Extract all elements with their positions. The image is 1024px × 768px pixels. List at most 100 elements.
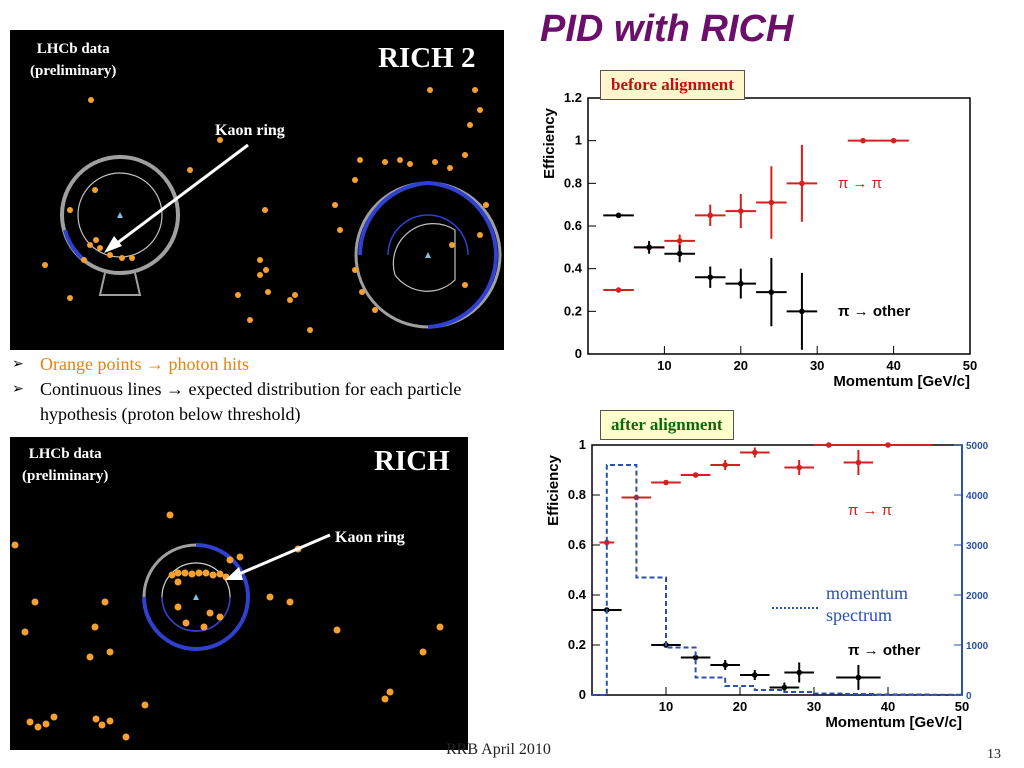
x-tick-label: 50 [955,699,969,714]
right-tick-label: 3000 [966,541,989,552]
bottom-ring-center [193,594,199,600]
data-point [752,449,758,456]
data-point [781,684,788,691]
rich2-kaon-arrow-line [107,143,249,252]
right-inner-blue [387,214,469,256]
y-tick-label: 1 [575,133,582,148]
momentum-spectrum-histogram [592,464,962,696]
before-alignment-plot: 10 20 30 40 50 0 0.2 0.4 0.6 0.8 1 1.2 Momentum [GeV… [530,72,990,392]
before-alignment-tag: before alignment [600,70,745,100]
rich1-event-display: LHCb data (preliminary) RICH Kaon ring [10,437,468,750]
right-tick-label: 4000 [966,491,989,502]
bullet-arrow-icon: ➢ [12,357,24,372]
rich2-detector-label: RICH 2 [378,42,476,74]
rich2-event-svg [42,87,502,333]
y-tick-label: 0.2 [568,637,586,652]
y-tick-label: 1.2 [564,90,582,105]
data-point [768,289,775,295]
data-point [722,662,728,668]
y-axis-label: Efficiency [545,454,562,526]
data-point [722,462,728,468]
rich2-data-label: LHCb data (preliminary) [30,41,117,79]
right-tick-label: 5000 [966,441,989,452]
data-point [676,250,683,257]
page-number: 13 [987,747,1001,762]
x-tick-label: 40 [881,699,895,714]
right-arrow-icon: → [145,354,164,374]
rich1-kaon-arrow-line [231,533,331,579]
data-point [692,472,699,478]
x-tick-label: 20 [734,358,748,373]
y-tick-label: 0.6 [564,218,582,233]
momentum-spectrum-label-2: spectrum [826,605,892,625]
x-tick-label: 50 [963,358,977,373]
rich1-detector-label: RICH [374,445,450,477]
bullet-item: ➢ Orange points → photon hits [12,352,512,377]
rich1-kaon-arrow-head [225,567,243,580]
series-label: π → other [838,303,910,320]
data-point [692,654,699,661]
data-point [707,212,714,219]
data-point [615,212,622,219]
data-point [799,180,805,187]
rich2-event-display: LHCb data (preliminary) RICH 2 Kaon ring [10,30,504,350]
y-tick-label: 1 [579,437,586,452]
x-tick-label: 30 [807,699,821,714]
plot-frame [587,97,971,355]
after-alignment-tag: after alignment [600,410,734,440]
data-point [752,672,758,678]
x-tick-label: 10 [657,358,671,373]
y-tick-label: 0.8 [564,175,582,190]
left-ring-tail [98,272,142,296]
rich1-kaon-label: Kaon ring [335,529,405,546]
data-point [707,274,714,280]
rich1-data-label: LHCb data (preliminary) [22,446,109,484]
right-tick-label: 2000 [966,591,989,602]
left-ring-blue-arc [63,229,84,260]
series-label: π → π [838,175,882,192]
left-outer-ring [60,155,180,275]
data-point [663,479,669,486]
right-tick-label: 0 [966,691,972,702]
data-point [799,308,805,315]
data-point [796,464,802,471]
right-arrow-icon: → [166,379,185,399]
before-alignment-chart: 10 20 30 40 50 0 0.2 0.4 0.6 0.8 1 1.2 Momentum [GeV… [541,90,977,390]
x-tick-label: 30 [810,358,824,373]
x-tick-label: 40 [886,358,900,373]
y-tick-label: 0.4 [568,587,587,602]
left-ring-center [117,212,123,218]
y-tick-label: 0 [575,346,582,361]
data-point [604,539,610,546]
right-ring-center [425,252,431,258]
y-tick-label: 0.4 [564,261,583,276]
y-tick-label: 0 [579,687,586,702]
x-tick-label: 10 [659,699,673,714]
data-point [860,137,866,144]
slide-title: PID with RICH [540,8,794,50]
data-point [855,674,862,681]
data-point [890,137,897,144]
footer-text: RRB April 2010 [446,741,551,758]
data-point [826,442,832,448]
y-tick-label: 0.6 [568,537,586,552]
series-label: π → π [848,502,892,519]
x-axis-label: Momentum [GeV/c] [825,714,962,731]
data-point [855,459,862,466]
right-tick-label: 1000 [966,641,989,652]
data-point [768,199,775,206]
plot-frame [591,444,963,696]
rich2-kaon-label: Kaon ring [215,122,285,139]
bullet-item: ➢ Continuous lines → expected distributi… [12,379,462,424]
rich1-event-svg [11,511,444,741]
momentum-spectrum-label-1: momentum [826,583,908,603]
y-axis-label: Efficiency [541,107,558,179]
y-tick-label: 0.2 [564,303,582,318]
bullet-arrow-icon: ➢ [12,382,24,397]
data-point [796,669,802,676]
data-point [615,287,622,293]
data-point [676,238,683,244]
x-tick-label: 20 [733,699,747,714]
right-ring-blue [357,180,499,329]
after-alignment-plot: 10 20 30 40 50 0 0.2 0.4 0.6 0.8 1 Momentum [GeV/c]… [530,435,1000,735]
